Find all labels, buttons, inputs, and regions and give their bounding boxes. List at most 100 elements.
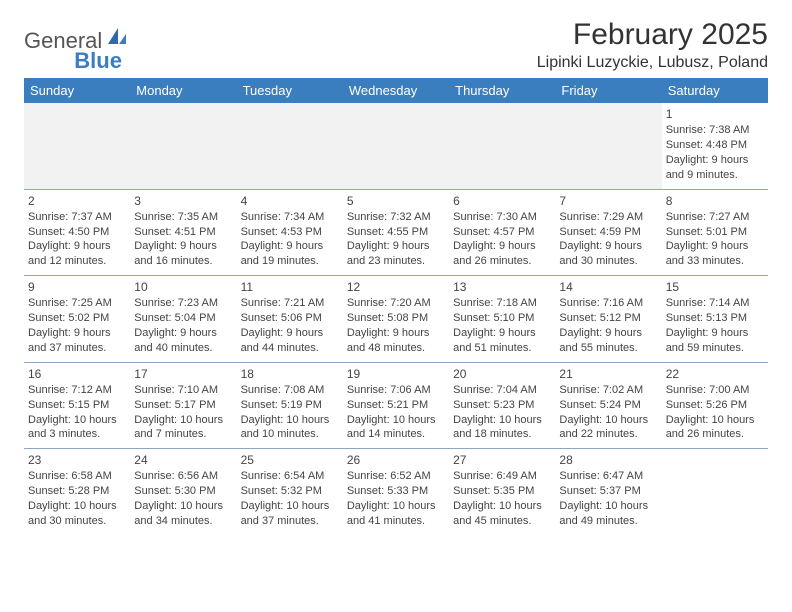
sunset-line: Sunset: 5:35 PM — [453, 484, 551, 499]
daylight-line: Daylight: 10 hours and 22 minutes. — [559, 413, 657, 443]
sunrise-line: Sunrise: 7:16 AM — [559, 296, 657, 311]
title-block: February 2025 Lipinki Luzyckie, Lubusz, … — [537, 18, 768, 72]
calendar-cell: 1Sunrise: 7:38 AMSunset: 4:48 PMDaylight… — [662, 103, 768, 189]
day-number: 19 — [347, 366, 445, 382]
sunset-line: Sunset: 5:01 PM — [666, 225, 764, 240]
sunset-line: Sunset: 5:15 PM — [28, 398, 126, 413]
calendar-cell: 22Sunrise: 7:00 AMSunset: 5:26 PMDayligh… — [662, 362, 768, 449]
daylight-line: Daylight: 10 hours and 49 minutes. — [559, 499, 657, 529]
location-text: Lipinki Luzyckie, Lubusz, Poland — [537, 54, 768, 72]
calendar-cell: 27Sunrise: 6:49 AMSunset: 5:35 PMDayligh… — [449, 449, 555, 535]
sunset-line: Sunset: 5:23 PM — [453, 398, 551, 413]
daylight-line: Daylight: 10 hours and 45 minutes. — [453, 499, 551, 529]
sunrise-line: Sunrise: 7:06 AM — [347, 383, 445, 398]
calendar-cell: 4Sunrise: 7:34 AMSunset: 4:53 PMDaylight… — [237, 189, 343, 276]
sunset-line: Sunset: 5:28 PM — [28, 484, 126, 499]
calendar-cell: 11Sunrise: 7:21 AMSunset: 5:06 PMDayligh… — [237, 276, 343, 363]
sunset-line: Sunset: 5:02 PM — [28, 311, 126, 326]
calendar-cell: 28Sunrise: 6:47 AMSunset: 5:37 PMDayligh… — [555, 449, 661, 535]
sunset-line: Sunset: 4:53 PM — [241, 225, 339, 240]
calendar-cell: 5Sunrise: 7:32 AMSunset: 4:55 PMDaylight… — [343, 189, 449, 276]
calendar-cell — [237, 103, 343, 189]
sunrise-line: Sunrise: 6:52 AM — [347, 469, 445, 484]
day-number: 12 — [347, 279, 445, 295]
daylight-line: Daylight: 9 hours and 37 minutes. — [28, 326, 126, 356]
daylight-line: Daylight: 9 hours and 44 minutes. — [241, 326, 339, 356]
sunrise-line: Sunrise: 7:02 AM — [559, 383, 657, 398]
calendar-cell: 12Sunrise: 7:20 AMSunset: 5:08 PMDayligh… — [343, 276, 449, 363]
sunrise-line: Sunrise: 7:25 AM — [28, 296, 126, 311]
calendar-cell: 19Sunrise: 7:06 AMSunset: 5:21 PMDayligh… — [343, 362, 449, 449]
day-number: 25 — [241, 452, 339, 468]
sunset-line: Sunset: 4:48 PM — [666, 138, 764, 153]
calendar-row: 16Sunrise: 7:12 AMSunset: 5:15 PMDayligh… — [24, 362, 768, 449]
daylight-line: Daylight: 9 hours and 59 minutes. — [666, 326, 764, 356]
day-number: 5 — [347, 193, 445, 209]
calendar-cell: 15Sunrise: 7:14 AMSunset: 5:13 PMDayligh… — [662, 276, 768, 363]
calendar-cell: 20Sunrise: 7:04 AMSunset: 5:23 PMDayligh… — [449, 362, 555, 449]
daylight-line: Daylight: 9 hours and 26 minutes. — [453, 239, 551, 269]
calendar-cell: 26Sunrise: 6:52 AMSunset: 5:33 PMDayligh… — [343, 449, 449, 535]
calendar-cell: 3Sunrise: 7:35 AMSunset: 4:51 PMDaylight… — [130, 189, 236, 276]
sunrise-line: Sunrise: 7:27 AM — [666, 210, 764, 225]
sunrise-line: Sunrise: 7:37 AM — [28, 210, 126, 225]
day-number: 11 — [241, 279, 339, 295]
sunset-line: Sunset: 5:13 PM — [666, 311, 764, 326]
daylight-line: Daylight: 10 hours and 7 minutes. — [134, 413, 232, 443]
day-number: 7 — [559, 193, 657, 209]
sunset-line: Sunset: 5:19 PM — [241, 398, 339, 413]
logo-text-blue: Blue — [74, 48, 122, 74]
sunrise-line: Sunrise: 6:49 AM — [453, 469, 551, 484]
day-number: 2 — [28, 193, 126, 209]
day-number: 24 — [134, 452, 232, 468]
calendar-cell — [449, 103, 555, 189]
daylight-line: Daylight: 9 hours and 23 minutes. — [347, 239, 445, 269]
day-number: 10 — [134, 279, 232, 295]
calendar-table: Sunday Monday Tuesday Wednesday Thursday… — [24, 78, 768, 535]
daylight-line: Daylight: 10 hours and 14 minutes. — [347, 413, 445, 443]
sunrise-line: Sunrise: 7:21 AM — [241, 296, 339, 311]
sunrise-line: Sunrise: 7:23 AM — [134, 296, 232, 311]
logo-sail-icon — [106, 26, 128, 51]
day-number: 4 — [241, 193, 339, 209]
daylight-line: Daylight: 9 hours and 9 minutes. — [666, 153, 764, 183]
daylight-line: Daylight: 10 hours and 30 minutes. — [28, 499, 126, 529]
header: General Blue February 2025 Lipinki Luzyc… — [24, 18, 768, 72]
day-number: 23 — [28, 452, 126, 468]
calendar-cell: 23Sunrise: 6:58 AMSunset: 5:28 PMDayligh… — [24, 449, 130, 535]
daylight-line: Daylight: 9 hours and 19 minutes. — [241, 239, 339, 269]
sunset-line: Sunset: 5:33 PM — [347, 484, 445, 499]
calendar-cell: 16Sunrise: 7:12 AMSunset: 5:15 PMDayligh… — [24, 362, 130, 449]
sunset-line: Sunset: 5:37 PM — [559, 484, 657, 499]
calendar-cell: 24Sunrise: 6:56 AMSunset: 5:30 PMDayligh… — [130, 449, 236, 535]
calendar-row: 9Sunrise: 7:25 AMSunset: 5:02 PMDaylight… — [24, 276, 768, 363]
sunset-line: Sunset: 5:06 PM — [241, 311, 339, 326]
calendar-cell: 6Sunrise: 7:30 AMSunset: 4:57 PMDaylight… — [449, 189, 555, 276]
day-number: 18 — [241, 366, 339, 382]
sunrise-line: Sunrise: 7:32 AM — [347, 210, 445, 225]
sunrise-line: Sunrise: 7:20 AM — [347, 296, 445, 311]
sunrise-line: Sunrise: 6:58 AM — [28, 469, 126, 484]
sunset-line: Sunset: 5:30 PM — [134, 484, 232, 499]
calendar-cell: 25Sunrise: 6:54 AMSunset: 5:32 PMDayligh… — [237, 449, 343, 535]
day-number: 9 — [28, 279, 126, 295]
sunrise-line: Sunrise: 7:30 AM — [453, 210, 551, 225]
col-tuesday: Tuesday — [237, 78, 343, 103]
day-number: 26 — [347, 452, 445, 468]
calendar-cell: 13Sunrise: 7:18 AMSunset: 5:10 PMDayligh… — [449, 276, 555, 363]
day-number: 6 — [453, 193, 551, 209]
sunset-line: Sunset: 5:24 PM — [559, 398, 657, 413]
calendar-cell — [343, 103, 449, 189]
daylight-line: Daylight: 10 hours and 10 minutes. — [241, 413, 339, 443]
daylight-line: Daylight: 10 hours and 41 minutes. — [347, 499, 445, 529]
calendar-cell: 2Sunrise: 7:37 AMSunset: 4:50 PMDaylight… — [24, 189, 130, 276]
day-number: 22 — [666, 366, 764, 382]
calendar-cell — [555, 103, 661, 189]
calendar-body: 1Sunrise: 7:38 AMSunset: 4:48 PMDaylight… — [24, 103, 768, 535]
day-number: 13 — [453, 279, 551, 295]
calendar-cell — [24, 103, 130, 189]
calendar-cell: 14Sunrise: 7:16 AMSunset: 5:12 PMDayligh… — [555, 276, 661, 363]
day-number: 15 — [666, 279, 764, 295]
sunrise-line: Sunrise: 7:00 AM — [666, 383, 764, 398]
logo: General Blue — [24, 18, 156, 64]
